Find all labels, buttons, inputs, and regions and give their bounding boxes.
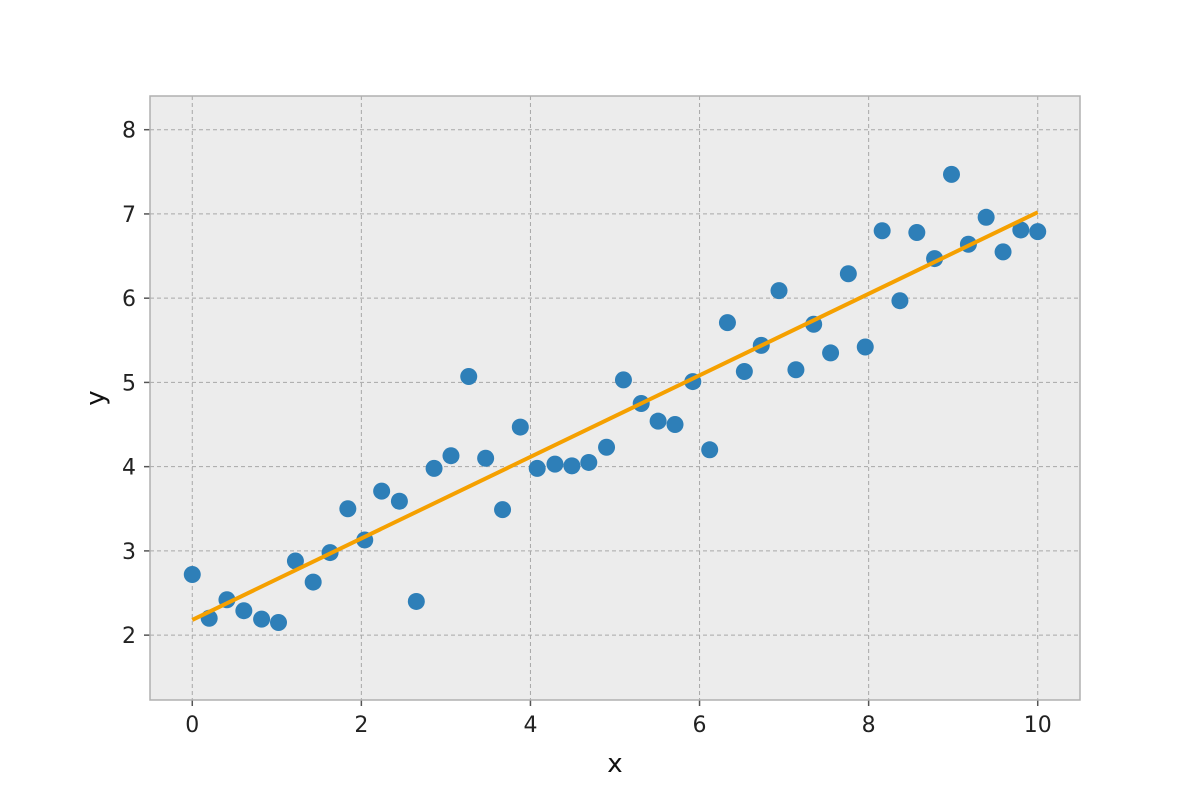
scatter-point [873, 222, 891, 240]
scatter-point [425, 459, 443, 477]
y-axis-label: y [81, 390, 111, 405]
y-tick-label: 5 [122, 371, 136, 396]
scatter-point [822, 344, 840, 362]
scatter-point [407, 592, 425, 610]
scatter-point [235, 602, 253, 620]
scatter-point [546, 455, 564, 473]
scatter-point [977, 208, 995, 226]
fit-line [191, 210, 1039, 622]
axis-ticks [144, 128, 1039, 706]
scatter-point [528, 459, 546, 477]
scatter-point [477, 449, 495, 467]
y-tick-label: 6 [122, 287, 136, 312]
scatter-point [270, 613, 288, 631]
scatter-point [339, 500, 357, 518]
scatter-point [442, 447, 460, 465]
x-tick-labels: 0 2 4 6 8 10 [185, 713, 1051, 738]
scatter-point [735, 362, 753, 380]
x-tick-label: 8 [862, 713, 876, 738]
scatter-point [390, 492, 408, 510]
x-tick-label: 4 [523, 713, 537, 738]
y-tick-label: 3 [122, 540, 136, 565]
scatter-point [304, 573, 322, 591]
scatter-point [649, 412, 667, 430]
scatter-point [839, 265, 857, 283]
scatter-point [666, 416, 684, 434]
grid [150, 96, 1080, 700]
x-tick-label: 2 [354, 713, 368, 738]
scatter-point [856, 338, 874, 356]
x-tick-label: 6 [693, 713, 707, 738]
scatter-point [253, 610, 271, 628]
scatter-point [460, 368, 478, 386]
y-tick-label: 4 [122, 456, 136, 481]
scatter-point [373, 482, 391, 500]
scatter-point [286, 552, 304, 570]
x-tick-label: 0 [185, 713, 199, 738]
y-tick-labels: 2 3 4 5 6 7 8 [122, 119, 136, 649]
y-tick-label: 8 [122, 119, 136, 144]
y-tick-label: 7 [122, 203, 136, 228]
scatter-point [598, 438, 616, 456]
scatter-point [701, 441, 719, 459]
plot-background [150, 96, 1080, 700]
scatter-point [614, 371, 632, 389]
x-tick-label: 10 [1024, 713, 1052, 738]
x-axis-label: x [607, 749, 622, 779]
scatter-point [891, 292, 909, 310]
scatter-point [563, 457, 581, 475]
scatter-point [787, 361, 805, 379]
scatter-point [580, 453, 598, 471]
scatter-point [942, 165, 960, 183]
y-tick-label: 2 [122, 624, 136, 649]
scatter-point [1012, 221, 1030, 239]
plot-frame [149, 95, 1081, 701]
scatter-point [511, 418, 529, 436]
scatter-point [1029, 223, 1047, 241]
scatter-point [494, 501, 512, 519]
scatter-points [183, 165, 1047, 631]
scatter-point [994, 243, 1012, 261]
scatter-point [908, 223, 926, 241]
scatter-point [718, 314, 736, 332]
scatter-point [183, 565, 201, 583]
scatter-point [770, 282, 788, 300]
